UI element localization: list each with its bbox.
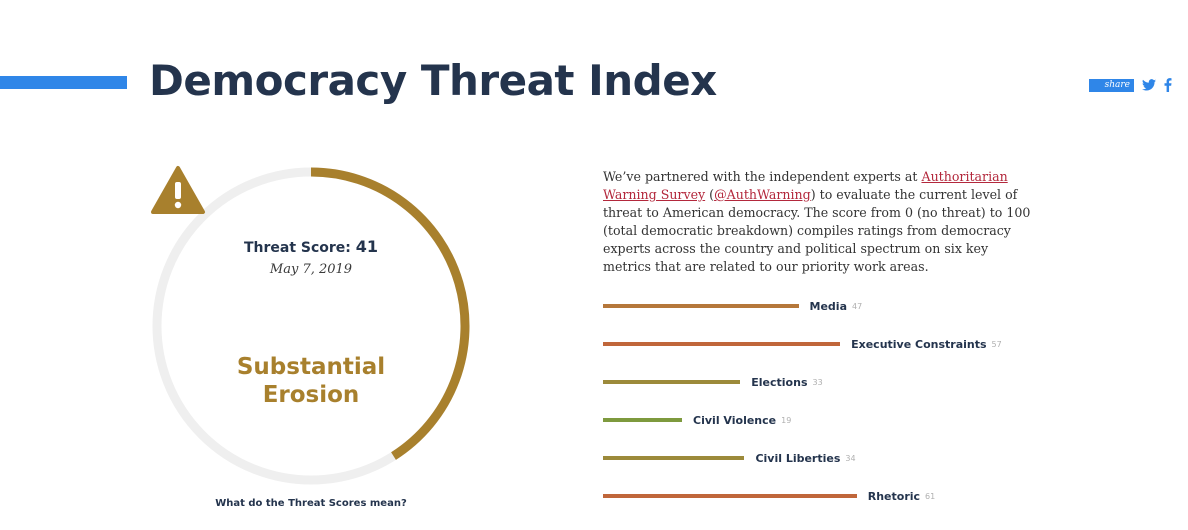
threat-level-label: Substantial Erosion <box>150 353 472 409</box>
metric-media: Media 47 <box>603 299 862 313</box>
gauge-ring <box>152 167 470 485</box>
metric-executive-constraints: Executive Constraints 57 <box>603 337 1002 351</box>
metric-value: 33 <box>812 377 823 387</box>
metric-bar <box>603 494 857 498</box>
authwarning-twitter-link[interactable]: @AuthWarning <box>714 187 811 202</box>
header-accent-bar <box>0 76 127 89</box>
gauge-score-arc <box>310 167 470 460</box>
share-group: share <box>1089 77 1172 93</box>
metric-value: 47 <box>852 301 863 311</box>
metric-bar <box>603 342 841 346</box>
authoritarian-warning-survey-link[interactable]: Authoritarian Warning Survey <box>603 169 1008 202</box>
intro-text-before: We’ve partnered with the independent exp… <box>603 169 922 184</box>
share-label: share <box>1089 78 1134 92</box>
threat-level-line2: Erosion <box>262 382 360 408</box>
intro-text-mid: ( <box>705 187 715 202</box>
metric-bar <box>603 418 683 422</box>
metric-name: Media <box>809 299 847 313</box>
page-title: Democracy Threat Index <box>149 56 717 105</box>
facebook-icon[interactable] <box>1164 78 1172 92</box>
threat-scores-faq-link[interactable]: What do the Threat Scores mean? <box>215 498 407 509</box>
threat-level-line1: Substantial <box>236 354 386 380</box>
metric-civil-liberties: Civil Liberties 34 <box>603 451 856 465</box>
metric-bar <box>603 304 799 308</box>
metric-name: Civil Violence <box>693 413 777 427</box>
twitter-icon[interactable] <box>1142 79 1156 91</box>
metric-name: Civil Liberties <box>755 451 841 465</box>
intro-text-after: ) to evaluate the current level of threa… <box>603 187 1031 274</box>
intro-paragraph: We’ve partnered with the independent exp… <box>603 168 1035 276</box>
threat-score: Threat Score: 41 <box>150 237 472 256</box>
warning-triangle-icon <box>151 166 205 214</box>
metric-name: Rhetoric <box>867 489 921 503</box>
metric-value: 61 <box>925 491 936 501</box>
threat-gauge: Threat Score: 41 May 7, 2019 Substantial… <box>150 165 472 487</box>
metric-rhetoric: Rhetoric 61 <box>603 489 935 503</box>
threat-score-label: Threat Score: <box>243 240 351 256</box>
metric-value: 34 <box>845 453 856 463</box>
score-date: May 7, 2019 <box>269 262 353 277</box>
metric-name: Elections <box>751 375 808 389</box>
metric-value: 19 <box>781 415 792 425</box>
threat-score-value: 41 <box>355 237 379 256</box>
metric-value: 57 <box>991 339 1002 349</box>
metric-elections: Elections 33 <box>603 375 823 389</box>
metric-name: Executive Constraints <box>851 337 987 351</box>
metric-bar <box>603 456 745 460</box>
metric-bar <box>603 380 741 384</box>
metric-civil-violence: Civil Violence 19 <box>603 413 791 427</box>
